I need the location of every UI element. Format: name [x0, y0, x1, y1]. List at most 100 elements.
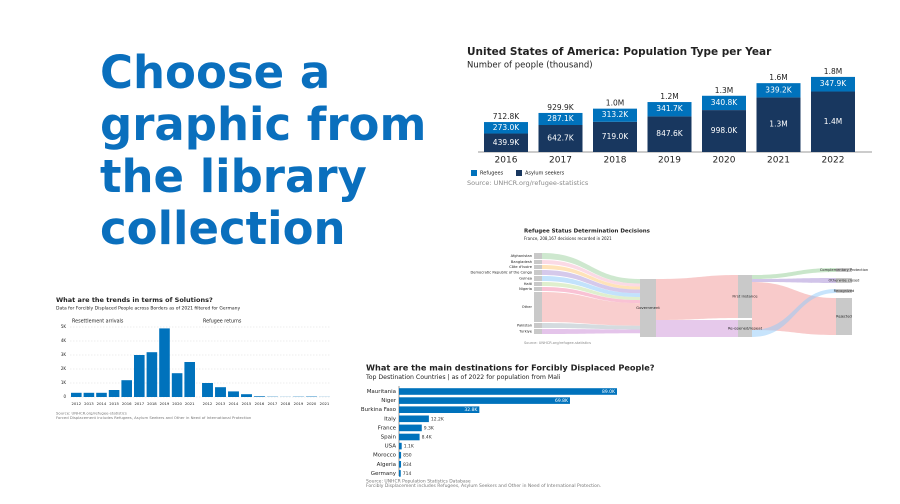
node-label: Guinea	[519, 277, 532, 281]
bar	[399, 425, 422, 432]
chart-title: Refugee Status Determination Decisions	[524, 229, 651, 235]
bar	[399, 461, 401, 468]
bar	[134, 355, 145, 397]
sankey-flow	[656, 320, 738, 337]
y-tick-label: 4K	[61, 338, 67, 343]
sankey-node	[534, 282, 542, 286]
x-tick-label: 2021	[185, 401, 195, 406]
bar	[159, 328, 170, 397]
x-tick-label: 2016	[255, 401, 265, 406]
sankey-node	[534, 323, 542, 328]
heading-line: Choose a	[100, 46, 330, 99]
x-tick-label: 2021	[320, 401, 330, 406]
chart-source: Source: UNHCR.org/refugee-statistics	[467, 179, 589, 187]
value-label: 834	[403, 462, 412, 468]
bar	[399, 443, 402, 450]
x-tick-label: 2022	[822, 156, 845, 166]
x-tick-label: 2017	[134, 401, 144, 406]
node-label: Re-opened/repeat	[728, 326, 763, 331]
chart-title: United States of America: Population Typ…	[467, 46, 772, 58]
y-tick-label: 2K	[61, 366, 67, 371]
x-tick-label: 2015	[109, 401, 119, 406]
node-label: Government	[636, 305, 660, 310]
sankey-node	[534, 276, 542, 281]
total-label: 1.0M	[606, 99, 624, 108]
value-label: 313.2K	[602, 110, 629, 119]
value-label: 273.0K	[493, 123, 520, 132]
chart-source: Source: UNHCR.org/refugee-statistics	[524, 341, 591, 345]
sankey-flow	[656, 275, 738, 320]
x-tick-label: 2016	[495, 156, 518, 166]
chart-note: Forcibly Displacement includes Refugees,…	[366, 483, 601, 489]
total-label: 1.2M	[660, 92, 678, 101]
x-tick-label: 2020	[172, 401, 182, 406]
chart-subtitle: France, 208,167 decisions recorded in 20…	[524, 236, 612, 241]
panel-label: Refugee returns	[203, 319, 242, 325]
y-tick-label: 1K	[61, 380, 67, 385]
bar	[399, 397, 570, 404]
bar	[241, 394, 252, 397]
y-tick-label: USA	[385, 444, 397, 450]
x-tick-label: 2019	[658, 156, 681, 166]
x-tick-label: 2018	[147, 401, 157, 406]
bar	[96, 393, 107, 397]
value-label: 1.4M	[824, 117, 842, 126]
value-label: 287.1K	[547, 114, 574, 123]
node-label: Côte d'Ivoire	[509, 265, 533, 269]
bar	[84, 393, 95, 397]
legend-swatch	[471, 170, 477, 176]
node-label: Haiti	[524, 282, 532, 286]
total-label: 929.9K	[547, 103, 574, 112]
heading-line: graphic from	[100, 98, 426, 151]
total-label: 712.8K	[493, 112, 520, 121]
bar	[399, 434, 420, 441]
bar	[172, 373, 183, 397]
node-label: Pakistan	[517, 324, 532, 328]
chart-subtitle: Top Destination Countries | as of 2022 f…	[365, 374, 561, 381]
bar	[228, 391, 239, 397]
chart-subtitle: Number of people (thousand)	[467, 61, 593, 71]
y-tick-label: Italy	[384, 416, 397, 422]
chart-note: Forced Displacement includes Refugees, A…	[56, 415, 252, 420]
x-tick-label: 2021	[767, 156, 790, 166]
node-label: Bangladesh	[511, 260, 532, 264]
x-tick-label: 2014	[97, 401, 107, 406]
value-label: 714	[403, 471, 412, 477]
bar	[147, 352, 158, 397]
sankey-node	[534, 329, 542, 334]
total-label: 1.6M	[769, 73, 787, 82]
y-tick-label: Algeria	[377, 462, 396, 468]
y-tick-label: 0	[63, 394, 66, 399]
value-label: 12.2K	[431, 416, 445, 422]
node-label: Democratic Republic of the Congo	[471, 271, 532, 275]
heading: Choose a graphic from the library collec…	[100, 46, 426, 255]
x-tick-label: 2012	[203, 401, 213, 406]
bar	[184, 362, 195, 397]
x-tick-label: 2018	[281, 401, 291, 406]
value-label: 340.8K	[711, 98, 738, 107]
value-label: 8.4K	[422, 435, 433, 441]
value-label: 347.9K	[820, 79, 847, 88]
y-tick-label: 5K	[61, 324, 67, 329]
sankey-node	[534, 292, 542, 322]
x-tick-label: 2012	[71, 401, 81, 406]
chart-subtitle: Data for Forcibly Displaced People acros…	[56, 306, 240, 312]
total-label: 1.3M	[715, 86, 733, 95]
y-tick-label: Spain	[381, 435, 397, 441]
total-label: 1.8M	[824, 67, 842, 76]
x-tick-label: 2016	[122, 401, 132, 406]
value-label: 1.3M	[769, 120, 787, 129]
bar	[399, 416, 429, 423]
y-tick-label: Mauritania	[367, 389, 396, 395]
y-tick-label: Burkina Faso	[361, 407, 397, 413]
sankey-flow	[752, 282, 836, 335]
value-label: 847.6K	[656, 129, 683, 138]
value-label: 339.2K	[765, 85, 792, 94]
sankey-node	[534, 265, 542, 269]
node-label: Turkiye	[518, 330, 533, 334]
chart-title: What are the trends in terms of Solution…	[56, 296, 213, 304]
value-label: 642.7K	[547, 134, 574, 143]
node-label: Recognized	[834, 289, 855, 293]
bar	[399, 452, 401, 459]
value-label: 998.0K	[711, 126, 738, 135]
